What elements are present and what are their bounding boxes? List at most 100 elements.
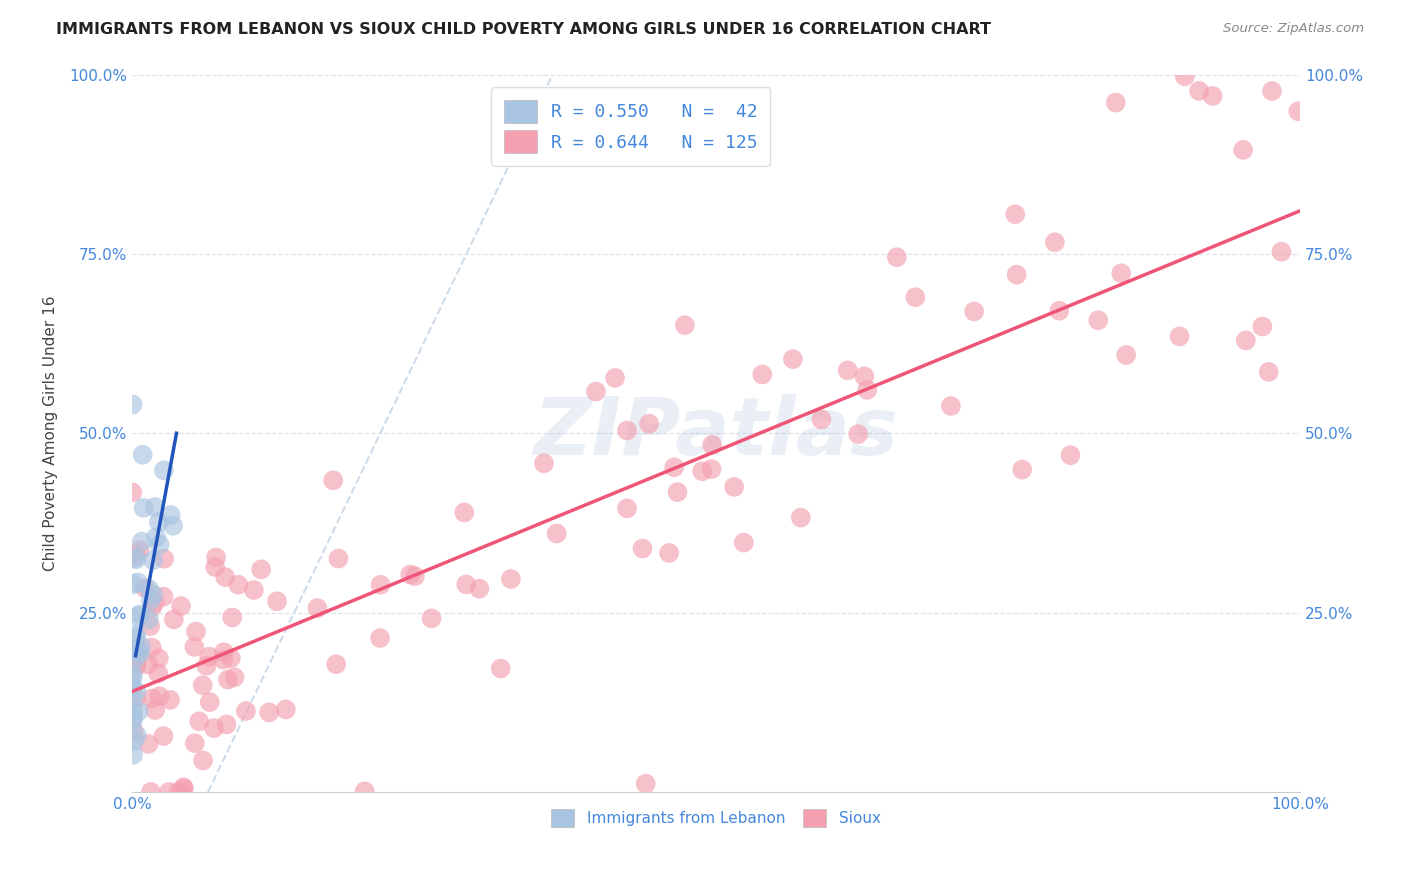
Text: Source: ZipAtlas.com: Source: ZipAtlas.com (1223, 22, 1364, 36)
Point (1174, 69, 1197, 83)
Point (616, 424, 638, 438)
Point (125, 691, 148, 706)
Text: IMMIGRANTS FROM LEBANON VS SIOUX CHILD POVERTY AMONG GIRLS UNDER 16 CORRELATION : IMMIGRANTS FROM LEBANON VS SIOUX CHILD P… (56, 22, 991, 37)
Point (1251, 319, 1274, 334)
Point (1004, 207, 1026, 221)
Point (856, 383, 879, 397)
Point (129, 607, 152, 622)
Point (733, 535, 755, 549)
Point (1188, 84, 1211, 98)
Point (212, 645, 235, 659)
Point (191, 754, 214, 768)
Point (136, 657, 159, 672)
Point (1232, 143, 1254, 157)
Point (173, 781, 195, 796)
Point (142, 588, 165, 602)
Point (546, 526, 568, 541)
Point (751, 368, 773, 382)
Point (456, 577, 478, 591)
Point (152, 729, 174, 743)
Point (125, 609, 148, 624)
Point (170, 599, 193, 613)
Point (138, 737, 160, 751)
Point (420, 611, 443, 625)
Point (404, 569, 426, 583)
Point (153, 463, 176, 477)
Point (184, 736, 207, 750)
Point (157, 785, 180, 799)
Point (198, 695, 221, 709)
Point (489, 661, 512, 675)
Point (1059, 448, 1081, 462)
Point (219, 651, 242, 665)
Point (1168, 329, 1191, 343)
Point (226, 577, 249, 591)
Point (307, 601, 329, 615)
Point (631, 541, 654, 556)
Point (468, 582, 491, 596)
Point (121, 485, 143, 500)
Point (243, 582, 266, 597)
Point (138, 612, 160, 626)
Point (125, 729, 148, 743)
Point (690, 464, 713, 478)
Point (204, 560, 226, 574)
Point (139, 785, 162, 799)
Point (1201, 89, 1223, 103)
Point (142, 553, 165, 567)
Point (122, 747, 145, 762)
Point (1105, 95, 1128, 110)
Point (188, 714, 211, 729)
Point (638, 417, 661, 431)
Point (585, 384, 607, 399)
Point (1047, 303, 1070, 318)
Point (159, 693, 181, 707)
Point (217, 673, 239, 687)
Legend: Immigrants from Lebanon, Sioux: Immigrants from Lebanon, Sioux (544, 802, 889, 835)
Point (141, 691, 163, 706)
Point (125, 552, 148, 566)
Point (782, 352, 804, 367)
Point (1005, 268, 1028, 282)
Point (122, 711, 145, 725)
Point (121, 714, 143, 728)
Point (143, 595, 166, 609)
Point (1115, 348, 1137, 362)
Point (163, 612, 186, 626)
Point (634, 777, 657, 791)
Point (191, 678, 214, 692)
Point (124, 630, 146, 644)
Point (122, 667, 145, 681)
Point (152, 590, 174, 604)
Point (127, 575, 149, 590)
Point (221, 610, 243, 624)
Point (125, 659, 148, 673)
Point (131, 448, 153, 462)
Point (205, 550, 228, 565)
Point (125, 548, 148, 562)
Point (198, 649, 221, 664)
Point (121, 691, 143, 706)
Point (167, 785, 190, 799)
Point (662, 460, 685, 475)
Point (195, 658, 218, 673)
Point (837, 363, 859, 377)
Point (153, 551, 176, 566)
Point (141, 640, 163, 655)
Point (125, 656, 148, 670)
Point (533, 456, 555, 470)
Point (274, 702, 297, 716)
Point (143, 500, 166, 514)
Point (122, 724, 145, 739)
Point (353, 784, 375, 798)
Point (453, 506, 475, 520)
Point (141, 600, 163, 615)
Point (616, 501, 638, 516)
Point (790, 510, 813, 524)
Point (148, 666, 170, 681)
Point (172, 785, 194, 799)
Point (723, 480, 745, 494)
Point (702, 438, 724, 452)
Y-axis label: Child Poverty Among Girls Under 16: Child Poverty Among Girls Under 16 (44, 295, 58, 571)
Point (128, 704, 150, 718)
